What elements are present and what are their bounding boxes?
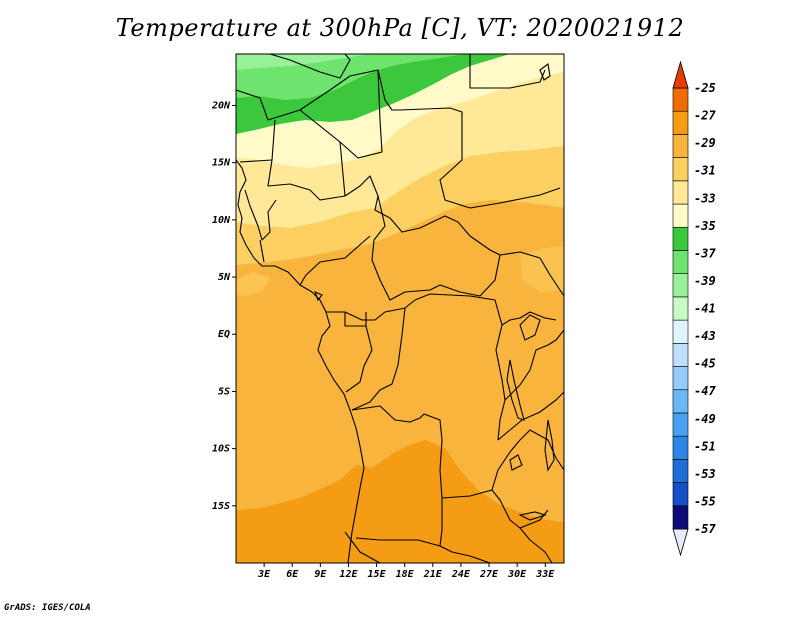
temperature-field [236, 54, 564, 563]
lon-label: 24E [451, 569, 471, 580]
colorbar-label: -41 [694, 302, 716, 316]
colorbar-triangle-top [672, 60, 689, 89]
colorbar-label: -53 [694, 467, 716, 481]
lat-label: 10S [212, 444, 230, 455]
colorbar-label: -45 [694, 357, 716, 371]
colorbar-label: -57 [694, 522, 716, 536]
colorbar-label: -27 [694, 109, 716, 123]
colorbar-segment [672, 435, 689, 460]
colorbar-label: -29 [694, 136, 716, 150]
colorbar-label: -35 [694, 219, 716, 233]
colorbar-segment [672, 157, 689, 182]
map-title: Temperature at 300hPa [C], VT: 202002191… [115, 14, 685, 42]
colorbar-segment [672, 505, 689, 530]
colorbar-segment [672, 459, 689, 483]
lat-label: 5S [218, 386, 230, 397]
colorbar-label: -49 [694, 412, 716, 426]
lat-label: 10N [212, 215, 231, 226]
grads-credit: GrADS: IGES/COLA [4, 603, 91, 613]
colorbar-segment [672, 296, 689, 321]
colorbar-segment [672, 87, 689, 112]
lon-label: 33E [535, 569, 555, 580]
colorbar-segment [672, 134, 689, 158]
lakes [314, 63, 555, 521]
colorbar-segment [672, 110, 689, 135]
colorbar-segment [672, 412, 689, 437]
colorbar-label: -55 [694, 494, 716, 508]
lat-label: 15N [212, 158, 231, 169]
map-frame [235, 53, 565, 564]
colorbar-segment [672, 319, 689, 344]
colorbar-segment [672, 226, 689, 251]
colorbar-label: -43 [694, 329, 716, 343]
colorbar-segment [672, 180, 689, 205]
colorbar-label: -47 [694, 384, 716, 398]
colorbar-label: -25 [694, 81, 716, 95]
cool-patch-east [520, 246, 564, 292]
lon-label: 15E [368, 569, 387, 580]
lon-label: 9E [314, 569, 327, 580]
cool-patch-west [236, 272, 270, 296]
band-minus-41 [236, 54, 370, 70]
colorbar-label: -51 [694, 439, 716, 453]
lon-label: 27E [479, 569, 499, 580]
warm-region-south [236, 440, 564, 563]
colorbar-label: -37 [694, 246, 716, 260]
lat-label: 15S [212, 501, 230, 512]
lat-label: 5N [218, 272, 231, 283]
colorbar-segment [672, 250, 689, 274]
colorbar-label: -39 [694, 274, 716, 288]
lon-label: 18E [396, 569, 415, 580]
colorbar-label: -33 [694, 191, 716, 205]
lon-label: 21E [423, 569, 443, 580]
colorbar-segment [672, 366, 689, 391]
colorbar-segment [672, 482, 689, 507]
lon-label: 3E [257, 569, 271, 580]
lon-label: 30E [507, 569, 527, 580]
colorbar-segment [672, 273, 689, 298]
colorbar-segment [672, 389, 689, 414]
country-borders [236, 54, 564, 563]
colorbar-label: -31 [694, 164, 716, 178]
latitude-axis: 20N 15N 10N 5N EQ 5S 10S 15S [211, 100, 236, 512]
colorbar-segment [672, 343, 689, 367]
colorbar: -25 -27 -29 -31 -33 -35 -37 -39 -41 -43 -45 -47 -49 -… [672, 60, 716, 557]
lat-label: EQ [218, 329, 230, 340]
lat-label: 20N [211, 100, 231, 111]
lon-label: 12E [339, 569, 358, 580]
colorbar-triangle-bottom [672, 528, 689, 557]
longitude-axis: 3E 6E 9E 12E 15E 18E 21E 24E 27E 30E 33E [257, 563, 555, 580]
lon-label: 6E [286, 569, 299, 580]
colorbar-segment [672, 203, 689, 228]
